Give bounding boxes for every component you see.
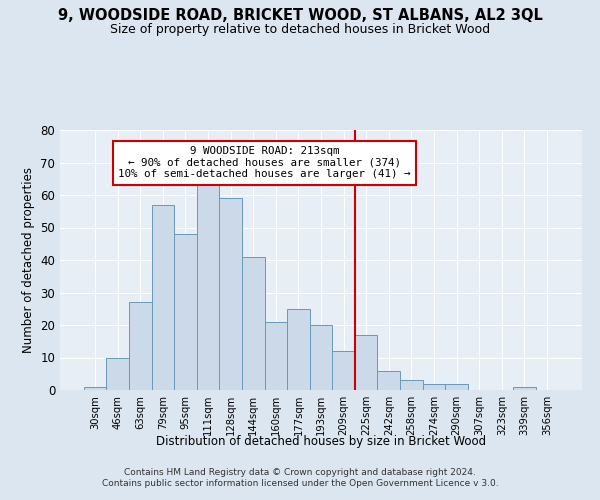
Bar	[445, 384, 468, 390]
Bar	[197, 179, 220, 390]
Bar	[422, 384, 445, 390]
Text: 9, WOODSIDE ROAD, BRICKET WOOD, ST ALBANS, AL2 3QL: 9, WOODSIDE ROAD, BRICKET WOOD, ST ALBAN…	[58, 8, 542, 22]
Bar	[400, 380, 422, 390]
Bar	[152, 205, 174, 390]
Bar	[129, 302, 152, 390]
Bar	[106, 358, 129, 390]
Text: Distribution of detached houses by size in Bricket Wood: Distribution of detached houses by size …	[156, 435, 486, 448]
Bar	[174, 234, 197, 390]
Bar	[220, 198, 242, 390]
Bar	[355, 335, 377, 390]
Bar	[265, 322, 287, 390]
Bar	[84, 387, 106, 390]
Y-axis label: Number of detached properties: Number of detached properties	[22, 167, 35, 353]
Bar	[332, 351, 355, 390]
Bar	[242, 257, 265, 390]
Bar	[310, 325, 332, 390]
Bar	[287, 308, 310, 390]
Text: 9 WOODSIDE ROAD: 213sqm
← 90% of detached houses are smaller (374)
10% of semi-d: 9 WOODSIDE ROAD: 213sqm ← 90% of detache…	[118, 146, 411, 180]
Bar	[377, 370, 400, 390]
Text: Contains HM Land Registry data © Crown copyright and database right 2024.
Contai: Contains HM Land Registry data © Crown c…	[101, 468, 499, 487]
Bar	[513, 387, 536, 390]
Text: Size of property relative to detached houses in Bricket Wood: Size of property relative to detached ho…	[110, 22, 490, 36]
